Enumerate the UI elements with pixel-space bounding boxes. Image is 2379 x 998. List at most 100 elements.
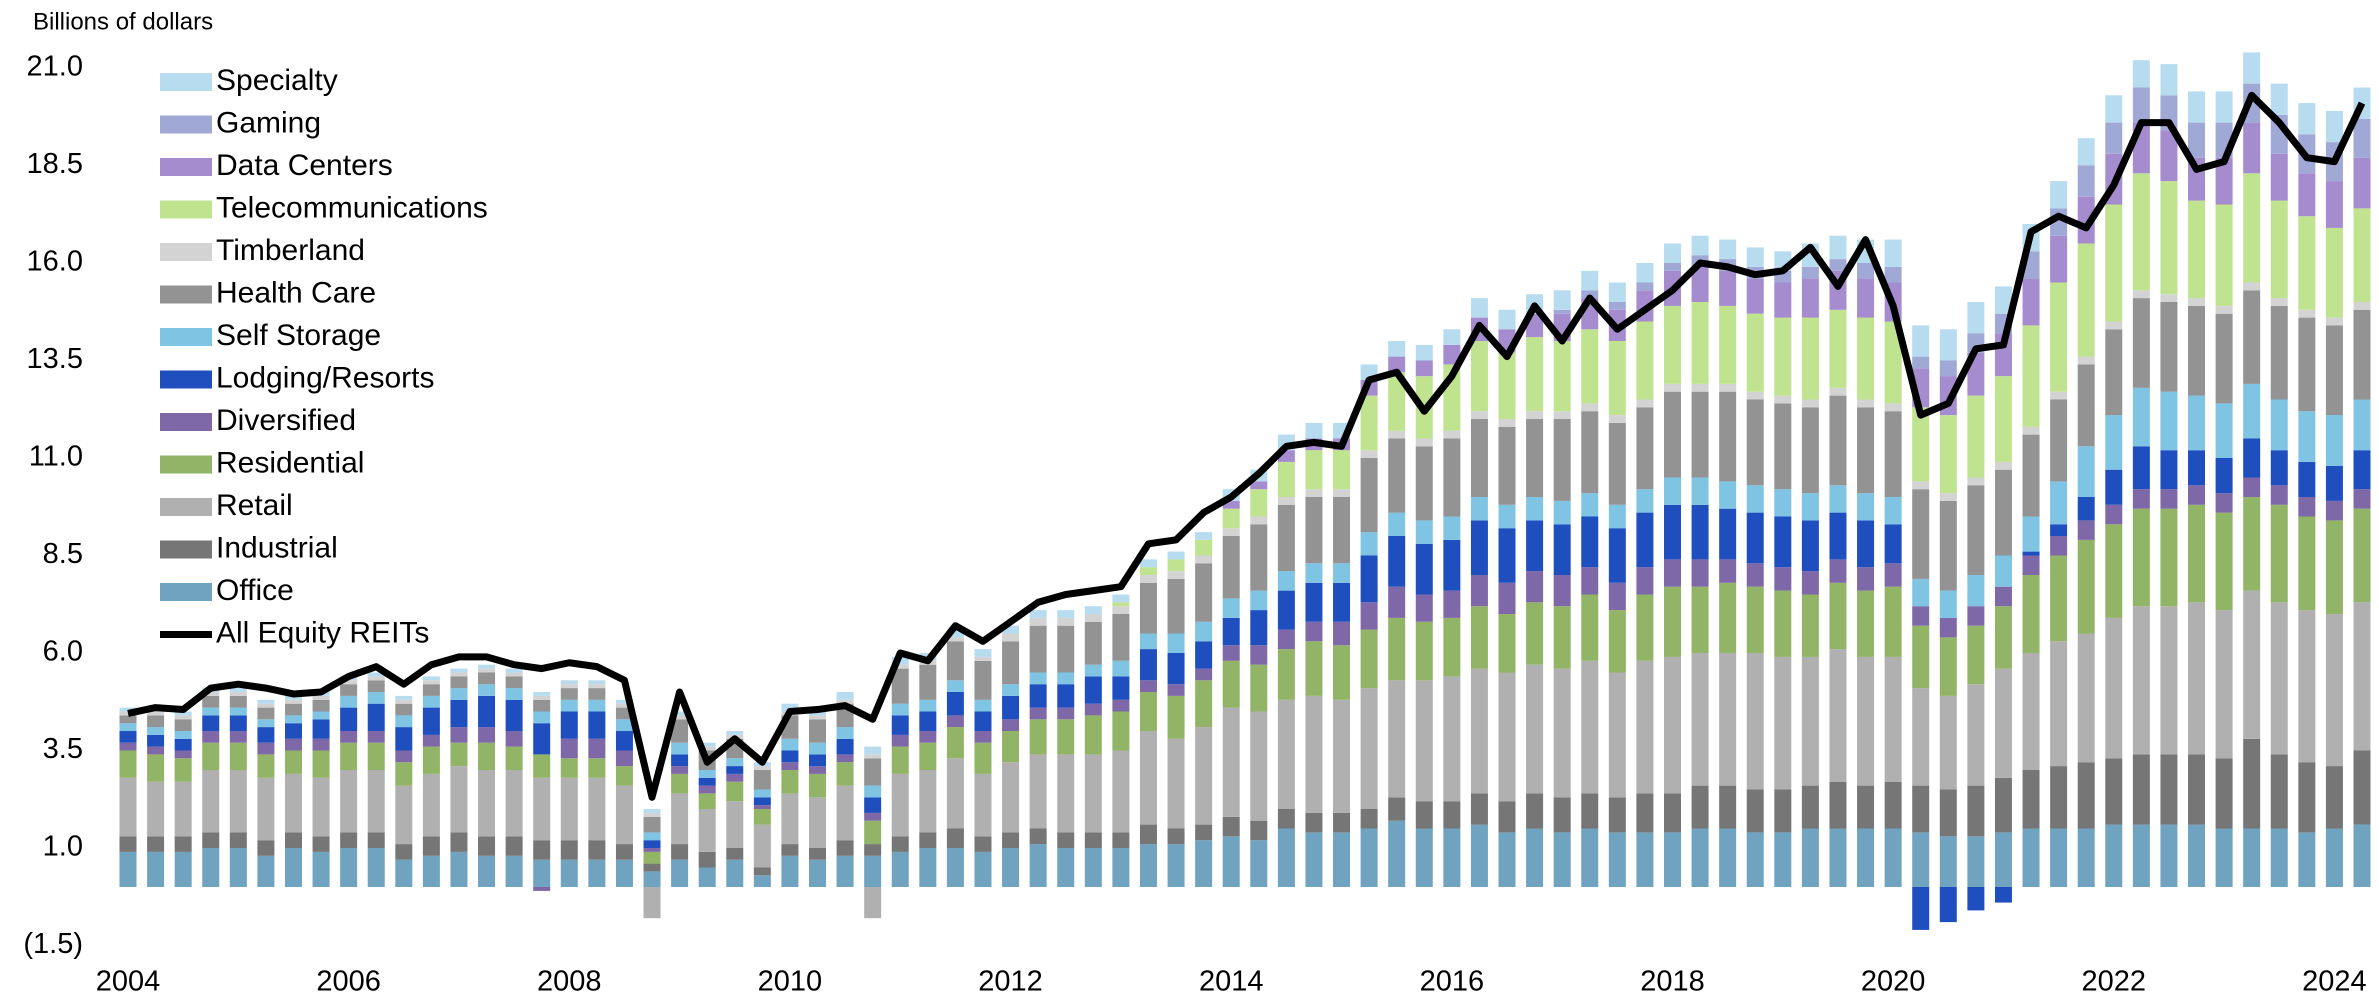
bar-segment xyxy=(2105,824,2123,887)
bar-segment xyxy=(1167,828,1185,845)
bar-segment xyxy=(395,859,413,887)
bar-segment xyxy=(2160,606,2178,755)
x-tick-label: 2004 xyxy=(96,966,161,998)
bar-segment xyxy=(1801,520,1819,572)
bar-segment xyxy=(1222,500,1240,509)
bar-segment xyxy=(919,742,937,770)
legend: Specialty Gaming Data Centers Telecommunica… xyxy=(160,64,488,649)
bar-segment xyxy=(2298,610,2316,763)
bar-segment xyxy=(643,848,661,852)
bar-segment xyxy=(2298,309,2316,318)
bar-segment xyxy=(1360,395,1378,451)
bar-segment xyxy=(891,746,909,774)
bar-segment xyxy=(1305,497,1323,564)
bar-segment xyxy=(836,762,854,786)
bar-segment xyxy=(229,715,247,731)
bar-segment xyxy=(1470,497,1488,521)
bar-segment xyxy=(229,731,247,743)
bar-segment xyxy=(1691,653,1709,786)
bar-segment xyxy=(726,731,744,735)
bar-segment xyxy=(2022,828,2040,887)
bar-segment xyxy=(2188,754,2206,825)
bar-segment xyxy=(974,731,992,743)
bar-segment xyxy=(919,848,937,887)
bar-segment xyxy=(2132,298,2150,388)
bar-segment xyxy=(2353,309,2371,400)
bar-segment xyxy=(367,703,385,731)
bar-segment xyxy=(1029,754,1047,829)
legend-swatch xyxy=(160,115,212,134)
bar-segment xyxy=(1443,430,1461,439)
bar-segment xyxy=(836,855,854,887)
bar-segment xyxy=(809,754,827,767)
bar-segment xyxy=(1112,832,1130,848)
bar-segment xyxy=(478,684,496,696)
bar-segment xyxy=(1333,582,1351,622)
legend-label: Data Centers xyxy=(216,149,393,182)
bar-segment xyxy=(340,770,358,833)
bar-segment xyxy=(1994,777,2012,833)
bar-segment xyxy=(2243,173,2261,283)
bar-segment xyxy=(753,809,771,825)
legend-label: All Equity REITs xyxy=(216,616,429,649)
bar-segment xyxy=(1333,832,1351,887)
bar-segment xyxy=(753,867,771,876)
bar-segment xyxy=(2022,653,2040,770)
bar-segment xyxy=(588,699,606,712)
bar-segment xyxy=(284,699,302,704)
bar-segment xyxy=(533,777,551,841)
bar-segment xyxy=(671,754,689,767)
bar-segment xyxy=(119,851,137,887)
bar-segment xyxy=(1746,399,1764,486)
bar-segment xyxy=(946,680,964,692)
x-tick-label: 2012 xyxy=(978,966,1043,998)
bar-segment xyxy=(1636,282,1654,291)
bar-segment xyxy=(284,773,302,833)
bar-segment xyxy=(1029,672,1047,685)
bar-segment xyxy=(698,746,716,751)
bar-segment xyxy=(2077,539,2095,634)
bar-segment xyxy=(1581,270,1599,291)
bar-segment xyxy=(1746,247,1764,267)
bar-segment xyxy=(2132,508,2150,607)
bar-segment xyxy=(1195,532,1213,540)
bar-segment xyxy=(1774,789,1792,833)
bar-segment xyxy=(671,844,689,860)
bar-segment xyxy=(1912,688,1930,786)
bar-segment xyxy=(1139,731,1157,825)
bar-segment xyxy=(2243,282,2261,291)
bar-segment xyxy=(1857,493,1875,521)
legend-swatch xyxy=(160,370,212,389)
bar-segment xyxy=(2105,321,2123,330)
bar-segment xyxy=(1112,699,1130,712)
bar-segment xyxy=(257,742,275,755)
bar-segment xyxy=(836,754,854,763)
bar-segment xyxy=(1663,559,1681,587)
bar-segment xyxy=(1360,688,1378,809)
bar-segment xyxy=(1994,606,2012,669)
bar-segment xyxy=(2105,329,2123,416)
bar-segment xyxy=(2077,364,2095,447)
bar-segment xyxy=(174,731,192,739)
bar-segment xyxy=(864,887,882,919)
bar-segment xyxy=(2215,204,2233,306)
bar-segment xyxy=(1084,676,1102,704)
bar-segment xyxy=(2050,524,2068,536)
bar-segment xyxy=(1939,695,1957,790)
bar-segment xyxy=(643,840,661,848)
bar-segment xyxy=(1029,610,1047,618)
bar-segment xyxy=(1250,516,1268,525)
bar-segment xyxy=(450,668,468,673)
bar-segment xyxy=(671,793,689,845)
bar-segment xyxy=(1608,504,1626,529)
bar-segment xyxy=(505,770,523,837)
bar-segment xyxy=(1443,329,1461,345)
bar-segment xyxy=(1195,824,1213,841)
bar-segment xyxy=(1829,649,1847,782)
bar-segment xyxy=(1608,832,1626,887)
bar-segment xyxy=(1526,793,1544,829)
bar-segment xyxy=(478,836,496,856)
bar-segment xyxy=(1581,660,1599,794)
bar-segment xyxy=(615,719,633,731)
bar-segment xyxy=(1967,575,1985,607)
